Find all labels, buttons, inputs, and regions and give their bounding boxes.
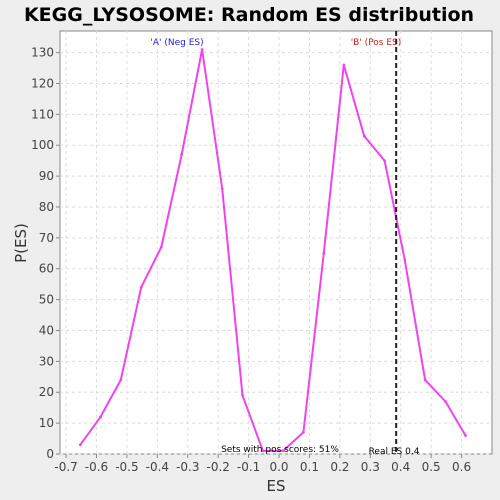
data-point [159, 245, 163, 249]
x-tick-label: 0.5 [422, 460, 441, 474]
data-point [423, 378, 427, 382]
data-point [99, 415, 102, 419]
data-point [119, 378, 123, 382]
data-point [383, 159, 387, 163]
data-point [220, 187, 224, 190]
y-tick-label: 130 [31, 46, 54, 60]
x-tick-label: 0.1 [300, 460, 319, 474]
data-point [241, 393, 244, 397]
data-point [301, 430, 305, 434]
y-tick-label: 70 [39, 231, 54, 245]
y-tick-label: 50 [39, 293, 54, 307]
pos-fraction-annotation: Sets with pos scores: 51% [221, 445, 339, 455]
y-tick-label: 30 [39, 354, 54, 368]
y-tick-label: 0 [46, 447, 54, 461]
x-tick-label: -0.4 [146, 460, 169, 474]
x-tick-label: -0.7 [54, 460, 77, 474]
x-tick-label: -0.1 [237, 460, 260, 474]
grid-lines [60, 31, 492, 455]
data-point [139, 285, 143, 289]
series-layer [78, 48, 467, 453]
data-point [281, 449, 285, 453]
data-point [342, 63, 346, 67]
x-tick-label: -0.6 [85, 460, 108, 474]
y-tick-label: 40 [39, 323, 54, 337]
y-tick-label: 110 [31, 107, 54, 121]
x-tick-label: -0.5 [115, 460, 138, 474]
y-tick-label: 120 [31, 76, 54, 90]
y-tick-label: 100 [31, 138, 54, 152]
es-distribution-line [79, 48, 467, 452]
y-tick-label: 90 [39, 169, 54, 183]
x-tick-label: 0.3 [361, 460, 380, 474]
plot-area [59, 30, 493, 455]
data-point [362, 134, 366, 138]
y-tick-label: 60 [39, 262, 54, 276]
data-point [180, 153, 184, 156]
y-tick-label: 20 [39, 385, 54, 399]
data-point [200, 48, 204, 51]
data-point [78, 443, 82, 447]
x-tick-label: 0.0 [269, 460, 288, 474]
data-point [444, 400, 447, 403]
real-es-annotation: Real ES 0.4 [369, 447, 420, 457]
x-tick-label: -0.3 [176, 460, 199, 474]
data-point [464, 434, 467, 437]
x-tick-label: 0.6 [452, 460, 471, 474]
data-point [322, 251, 326, 255]
data-point [403, 258, 407, 261]
chart-title: KEGG_LYSOSOME: Random ES distribution [24, 4, 474, 26]
neg-region-label: 'A' (Neg ES) [150, 38, 203, 48]
x-axis-label: ES [267, 477, 286, 495]
y-axis-label: P(ES) [12, 223, 30, 263]
x-tick-label: 0.2 [330, 460, 349, 474]
y-tick-label: 80 [39, 200, 54, 214]
x-tick-label: -0.2 [206, 460, 229, 474]
pos-region-label: 'B' (Pos ES) [351, 38, 402, 48]
y-tick-label: 10 [39, 416, 54, 430]
data-point [261, 449, 265, 453]
x-tick-label: 0.4 [391, 460, 410, 474]
